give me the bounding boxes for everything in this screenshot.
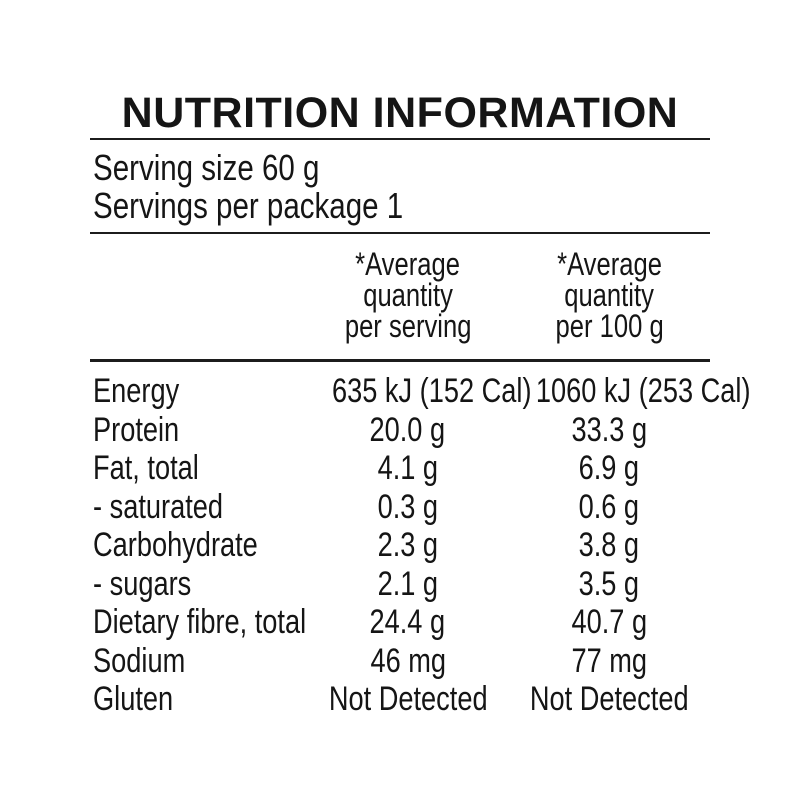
row-label: Energy: [93, 372, 180, 410]
value-per-100g: 3.8 g: [579, 526, 640, 564]
column-header-per-100g: *Average quantity per 100 g: [509, 246, 711, 344]
serving-size-line: Serving size 60 g: [93, 149, 710, 187]
table-row-fat-total: Fat, total 4.1 g 6.9 g: [90, 449, 710, 488]
table-row-energy: Energy 635 kJ (152 Cal) 1060 kJ (253 Cal…: [90, 372, 750, 411]
value-per-serving: 24.4 g: [369, 603, 446, 641]
serving-info: Serving size 60 g Servings per package 1: [90, 140, 710, 232]
value-per-100g: 3.5 g: [579, 564, 640, 603]
value-per-serving: 20.0 g: [369, 410, 446, 449]
per-serving-header-line: quantity: [362, 277, 453, 313]
table-row-sugars: - sugars 2.1 g 3.5 g: [90, 565, 710, 604]
value-per-serving: 2.3 g: [377, 526, 439, 564]
page-title: NUTRITION INFORMATION: [121, 89, 679, 137]
title-divider: [90, 138, 710, 140]
value-per-100g: 1060 kJ (253 Cal): [535, 372, 751, 410]
value-per-100g: 6.9 g: [579, 449, 640, 487]
nutrient-table: Energy 635 kJ (152 Cal) 1060 kJ (253 Cal…: [90, 362, 750, 731]
row-label: Protein: [93, 410, 180, 449]
table-row-protein: Protein 20.0 g 33.3 g: [90, 411, 710, 450]
value-per-serving: 4.1 g: [377, 449, 439, 487]
value-per-100g: 33.3 g: [571, 410, 648, 449]
row-label: Gluten: [93, 680, 174, 718]
servings-per-package-text: Servings per package 1: [93, 185, 404, 226]
column-header-per-serving: *Average quantity per serving: [307, 246, 509, 344]
row-label: Fat, total: [93, 449, 199, 487]
value-per-serving: 0.3 g: [377, 487, 439, 526]
value-per-serving: Not Detected: [328, 680, 488, 718]
nutrition-panel: NUTRITION INFORMATION Serving size 60 g …: [90, 89, 750, 731]
column-header-spacer: [90, 249, 307, 342]
servings-per-package-line: Servings per package 1: [93, 187, 710, 225]
per-100g-header-line: quantity: [564, 277, 655, 313]
serving-divider: [90, 232, 710, 234]
table-row-saturated: - saturated 0.3 g 0.6 g: [90, 488, 710, 527]
per-100g-header-line: *Average: [556, 246, 662, 282]
value-per-100g: Not Detected: [529, 680, 689, 718]
per-serving-header-line: per serving: [344, 308, 472, 344]
value-per-serving: 635 kJ (152 Cal): [331, 372, 532, 410]
row-label: Sodium: [93, 641, 186, 680]
table-row-dietary-fibre: Dietary fibre, total 24.4 g 40.7 g: [90, 603, 710, 642]
row-label: - saturated: [93, 487, 224, 526]
table-row-gluten: Gluten Not Detected Not Detected: [90, 680, 710, 719]
serving-size-text: Serving size 60 g: [93, 147, 320, 188]
row-label: - sugars: [93, 564, 192, 603]
table-row-sodium: Sodium 46 mg 77 mg: [90, 642, 710, 681]
per-serving-header-line: *Average: [355, 246, 461, 282]
value-per-serving: 46 mg: [369, 641, 446, 680]
value-per-100g: 40.7 g: [571, 603, 648, 641]
column-headers: *Average quantity per serving *Average q…: [90, 234, 710, 359]
value-per-serving: 2.1 g: [377, 564, 439, 603]
table-row-carbohydrate: Carbohydrate 2.3 g 3.8 g: [90, 526, 710, 565]
header-divider: [90, 359, 710, 362]
row-label: Carbohydrate: [93, 526, 258, 564]
per-100g-header-line: per 100 g: [555, 308, 664, 344]
value-per-100g: 0.6 g: [579, 487, 640, 526]
value-per-100g: 77 mg: [571, 641, 648, 680]
row-label: Dietary fibre, total: [93, 603, 307, 641]
